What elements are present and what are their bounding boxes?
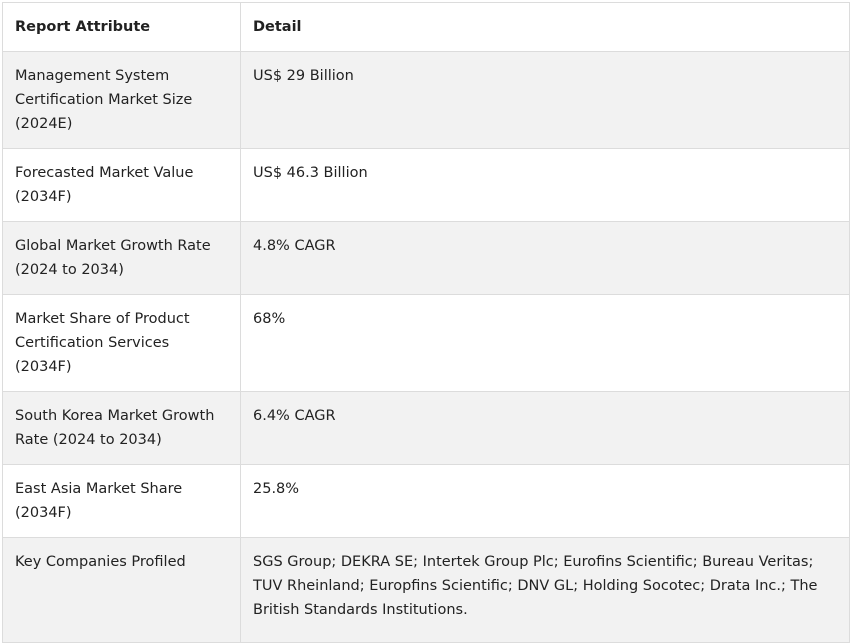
table-header-row: Report Attribute Detail bbox=[2, 2, 850, 52]
attribute-cell: South Korea Market Growth Rate (2024 to … bbox=[2, 391, 241, 465]
attribute-cell: Global Market Growth Rate (2024 to 2034) bbox=[2, 221, 241, 295]
attribute-cell: Management System Certification Market S… bbox=[2, 51, 241, 149]
table-row: Market Share of Product Certification Se… bbox=[2, 294, 850, 392]
table-row: Management System Certification Market S… bbox=[2, 51, 850, 149]
table-row: South Korea Market Growth Rate (2024 to … bbox=[2, 391, 850, 465]
header-detail: Detail bbox=[240, 2, 850, 52]
detail-cell: US$ 46.3 Billion bbox=[240, 148, 850, 222]
attribute-cell: Forecasted Market Value (2034F) bbox=[2, 148, 241, 222]
detail-cell: 4.8% CAGR bbox=[240, 221, 850, 295]
detail-cell: 6.4% CAGR bbox=[240, 391, 850, 465]
attribute-cell: Key Companies Profiled bbox=[2, 537, 241, 643]
detail-cell: 68% bbox=[240, 294, 850, 392]
detail-cell: 25.8% bbox=[240, 464, 850, 538]
attribute-cell: East Asia Market Share (2034F) bbox=[2, 464, 241, 538]
table-row: East Asia Market Share (2034F) 25.8% bbox=[2, 464, 850, 538]
attribute-cell: Market Share of Product Certification Se… bbox=[2, 294, 241, 392]
detail-cell: SGS Group; DEKRA SE; Intertek Group Plc;… bbox=[240, 537, 850, 643]
table-row: Global Market Growth Rate (2024 to 2034)… bbox=[2, 221, 850, 295]
header-report-attribute: Report Attribute bbox=[2, 2, 241, 52]
table-row: Key Companies Profiled SGS Group; DEKRA … bbox=[2, 537, 850, 643]
detail-cell: US$ 29 Billion bbox=[240, 51, 850, 149]
table-row: Forecasted Market Value (2034F) US$ 46.3… bbox=[2, 148, 850, 222]
